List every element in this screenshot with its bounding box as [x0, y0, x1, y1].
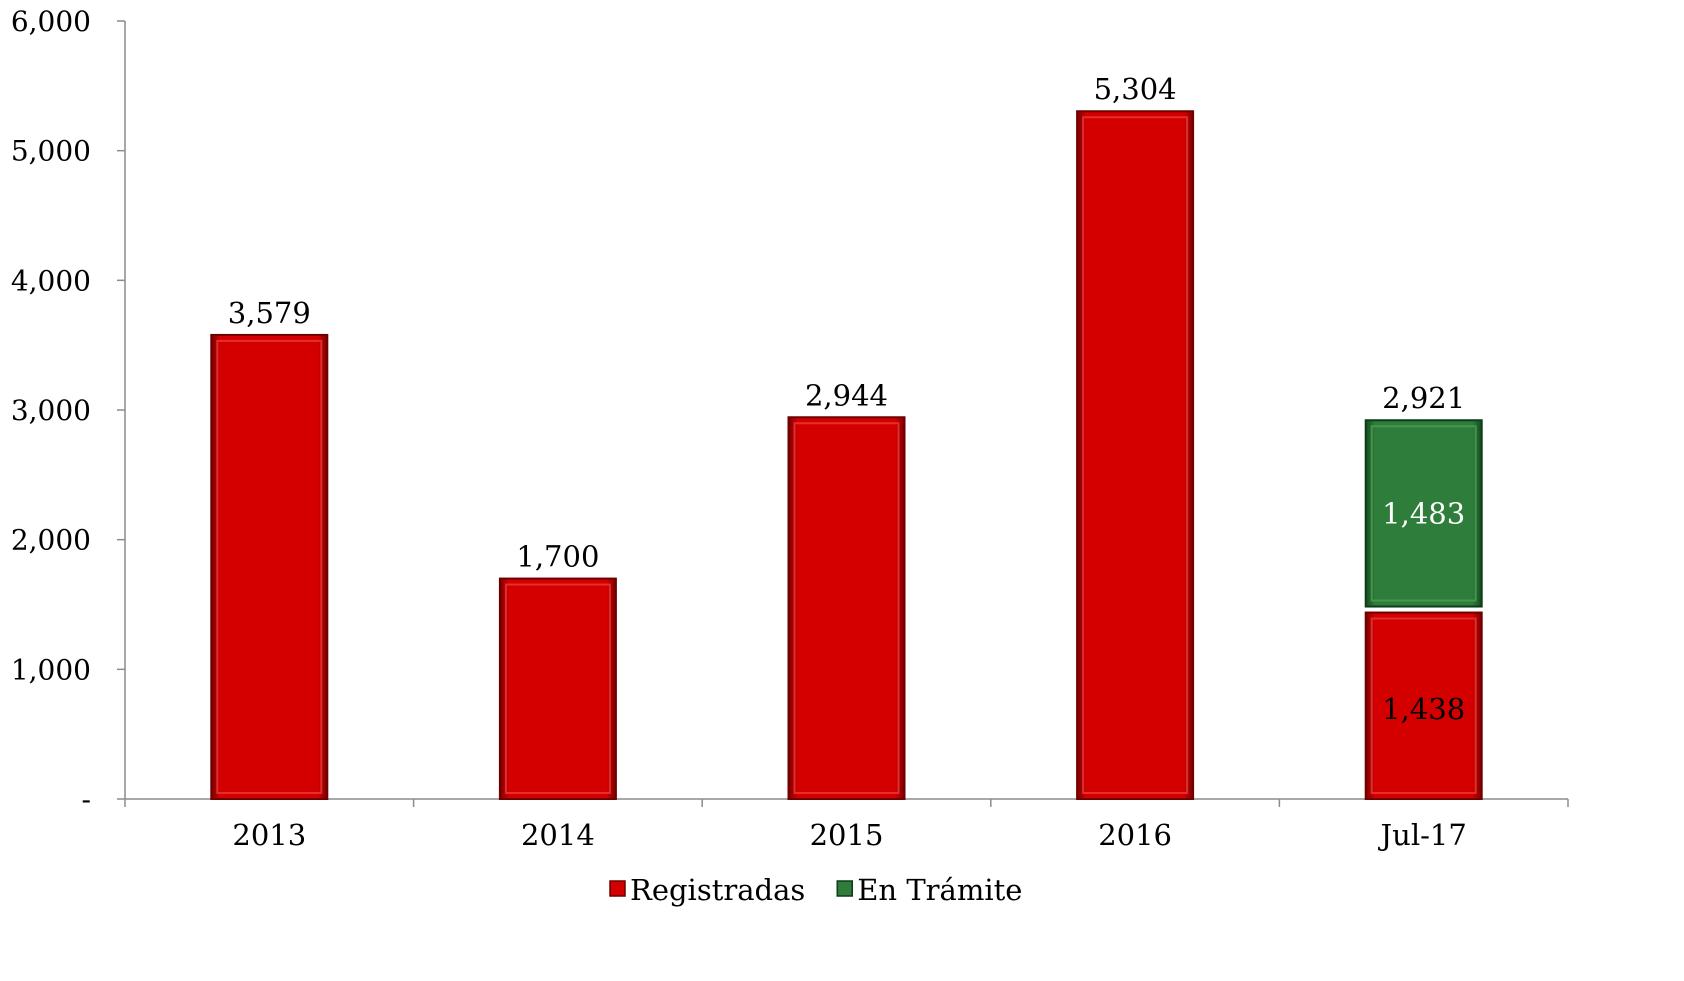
segment-label: 1,483 — [1382, 496, 1465, 530]
x-tick-label: 2014 — [521, 818, 595, 852]
y-tick-label: 2,000 — [11, 524, 91, 557]
total-label-2: 2,944 — [805, 378, 888, 412]
total-label-1: 1,700 — [516, 540, 599, 574]
y-tick-label: 4,000 — [11, 264, 91, 297]
segment-label: 1,438 — [1382, 692, 1465, 726]
x-tick-label: Jul-17 — [1378, 818, 1467, 852]
y-tick-label: 1,000 — [11, 653, 91, 686]
bar-registradas-3 — [1077, 111, 1193, 799]
bar-registradas-2 — [789, 417, 905, 799]
x-tick-label: 2016 — [1098, 818, 1172, 852]
x-tick-label: 2015 — [810, 818, 884, 852]
legend: Registradas En Trámite — [610, 873, 1022, 907]
y-tick-label: 6,000 — [11, 5, 91, 38]
y-tick-label: - — [82, 783, 91, 816]
legend-label-en-tramite: En Trámite — [857, 873, 1022, 907]
total-label-3: 5,304 — [1094, 72, 1177, 106]
y-tick-label: 3,000 — [11, 394, 91, 427]
legend-swatch-registradas — [610, 881, 625, 896]
bar-registradas-0 — [211, 335, 327, 799]
legend-label-registradas: Registradas — [630, 873, 805, 907]
bar-registradas-1 — [500, 579, 616, 799]
bars — [211, 111, 1481, 799]
x-tick-label: 2013 — [232, 818, 306, 852]
total-label-4: 2,921 — [1382, 381, 1465, 415]
legend-swatch-en-tramite — [837, 881, 852, 896]
total-label-0: 3,579 — [228, 296, 311, 330]
y-tick-label: 5,000 — [11, 135, 91, 168]
